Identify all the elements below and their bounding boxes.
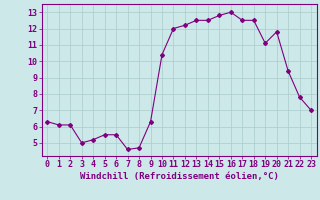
X-axis label: Windchill (Refroidissement éolien,°C): Windchill (Refroidissement éolien,°C) — [80, 172, 279, 181]
